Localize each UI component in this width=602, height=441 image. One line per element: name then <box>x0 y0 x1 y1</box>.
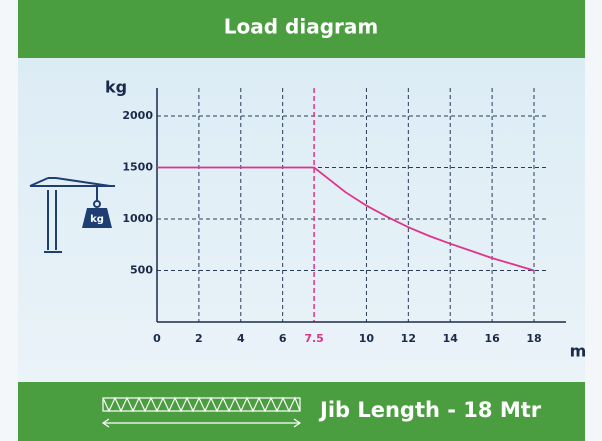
x-tick-label: 7.5 <box>304 332 324 345</box>
x-tick-label: 0 <box>153 332 161 345</box>
y-axis-label: kg <box>105 78 127 97</box>
x-tick-label: 18 <box>526 332 541 345</box>
x-tick-label: 6 <box>279 332 287 345</box>
y-tick-label: 500 <box>130 264 153 277</box>
x-tick-label: 4 <box>237 332 245 345</box>
weight-label: kg <box>90 214 104 225</box>
x-tick-label: 12 <box>401 332 416 345</box>
y-tick-label: 1500 <box>122 161 153 174</box>
page: Load diagram Jib Length - 18 Mtr kg kg m… <box>0 0 602 441</box>
chart: Load diagram Jib Length - 18 Mtr kg kg m… <box>0 0 602 441</box>
y-tick-label: 2000 <box>122 109 153 122</box>
y-tick-label: 1000 <box>122 212 153 225</box>
header-title: Load diagram <box>224 15 378 39</box>
x-axis-label: m <box>570 342 587 361</box>
x-tick-label: 14 <box>443 332 459 345</box>
x-tick-label: 10 <box>359 332 375 345</box>
x-tick-label: 2 <box>195 332 203 345</box>
footer-text: Jib Length - 18 Mtr <box>318 398 542 422</box>
x-tick-label: 16 <box>484 332 500 345</box>
